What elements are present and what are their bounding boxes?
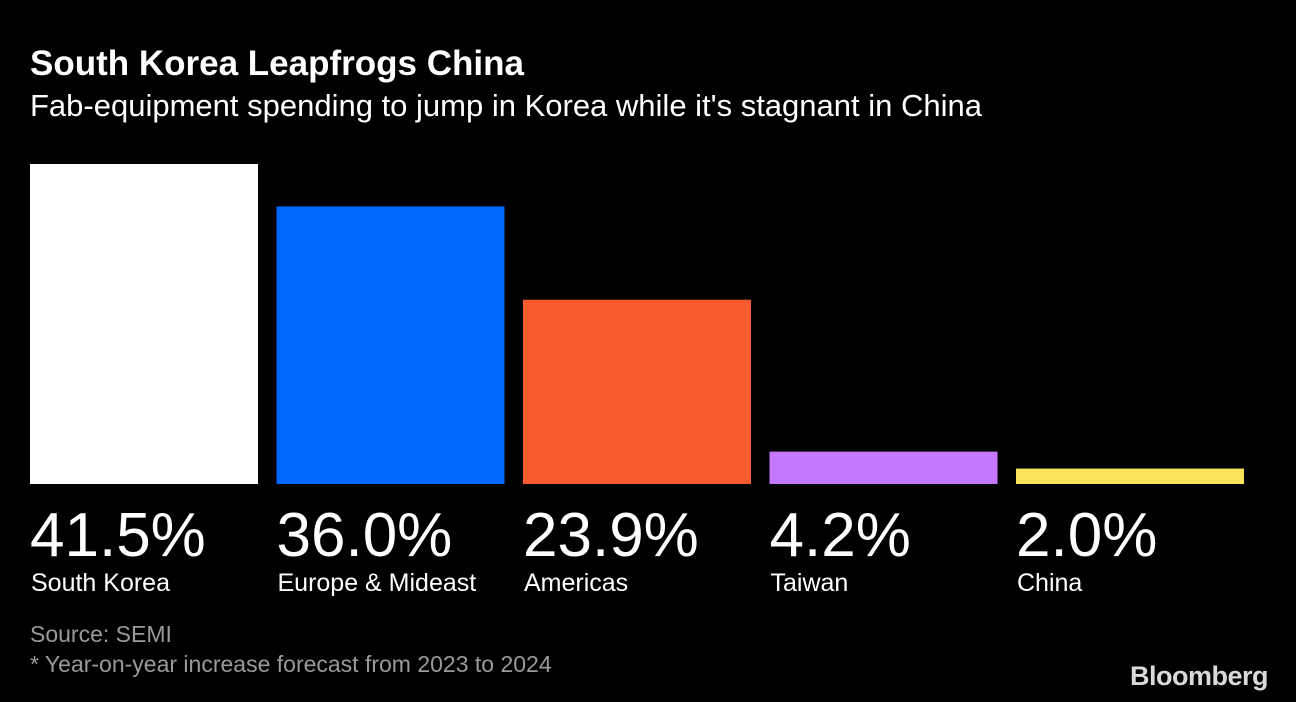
category-label-1: Europe & Mideast <box>278 569 477 597</box>
chart-title: South Korea Leapfrogs China <box>30 44 524 83</box>
source-note: Source: SEMI <box>30 621 172 647</box>
value-label-1: 36.0% <box>277 501 453 570</box>
category-label-2: Americas <box>524 569 628 597</box>
chart-subtitle: Fab-equipment spending to jump in Korea … <box>30 88 982 123</box>
bar-4 <box>1016 468 1244 484</box>
bar-0 <box>30 164 258 484</box>
category-label-3: Taiwan <box>771 569 849 597</box>
bar-chart: 41.5%South Korea 36.0%Europe & Mideast 23.… <box>30 164 1244 597</box>
bar-1 <box>276 206 505 484</box>
bar-3 <box>769 451 998 484</box>
bar-2 <box>523 299 751 484</box>
bloomberg-logo: Bloomberg <box>1129 661 1269 691</box>
value-label-2: 23.9% <box>523 501 699 570</box>
value-label-4: 2.0% <box>1016 501 1157 570</box>
category-label-0: South Korea <box>31 569 170 597</box>
category-label-4: China <box>1017 569 1082 597</box>
footnote: * Year-on-year increase forecast from 20… <box>30 651 552 677</box>
value-label-0: 41.5% <box>30 501 206 570</box>
value-label-3: 4.2% <box>770 501 911 570</box>
